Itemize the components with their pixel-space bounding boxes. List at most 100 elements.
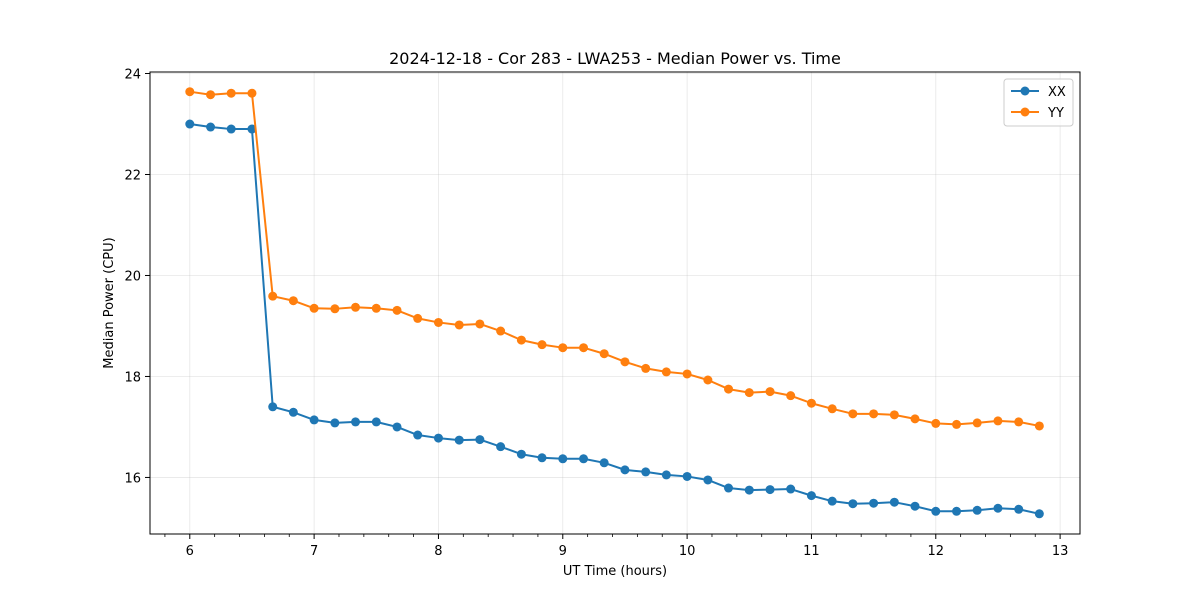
data-point-xx [641,467,651,477]
chart-title: 2024-12-18 - Cor 283 - LWA253 - Median P… [389,49,841,68]
data-point-yy [516,335,526,345]
data-point-yy [806,398,816,408]
x-tick-label: 11 [803,544,820,559]
legend-marker-yy [1020,107,1030,117]
data-point-xx [952,506,962,516]
y-tick-label: 18 [124,370,141,385]
data-point-xx [247,124,257,134]
data-point-yy [537,340,547,350]
data-point-xx [330,418,340,428]
data-point-yy [351,302,361,312]
data-point-yy [931,418,941,428]
data-point-xx [931,506,941,516]
data-point-xx [765,485,775,495]
data-point-xx [972,505,982,515]
data-point-yy [848,409,858,419]
axis-ticks: 6 7 8 9 10 11 12 13 16 18 20 22 24 [124,68,1068,559]
data-point-yy [952,419,962,429]
x-tick-label: 12 [928,544,945,559]
data-point-yy [827,404,837,414]
legend-label-yy: YY [1047,106,1064,121]
data-point-yy [869,409,879,419]
data-point-xx [475,435,485,445]
data-point-xx [413,430,423,440]
data-point-yy [475,319,485,329]
data-point-xx [185,119,195,129]
data-point-xx [206,122,216,132]
data-point-xx [433,433,443,443]
data-point-yy [910,414,920,424]
y-tick-label: 24 [124,68,141,83]
data-point-xx [744,485,754,495]
data-point-yy [599,349,609,359]
data-point-yy [309,303,319,313]
data-point-yy [579,343,589,353]
data-point-xx [226,124,236,134]
data-point-yy [889,410,899,420]
data-point-xx [496,442,506,452]
data-point-yy [765,387,775,397]
data-point-yy [454,320,464,330]
data-point-yy [330,304,340,314]
x-tick-label: 6 [186,544,194,559]
legend-marker-xx [1020,86,1030,96]
data-point-xx [786,484,796,494]
data-point-yy [268,291,278,301]
data-point-yy [972,418,982,428]
data-point-yy [496,326,506,336]
data-point-xx [351,417,361,427]
data-point-yy [247,88,257,98]
data-point-xx [724,483,734,493]
grid-lines [150,72,1080,534]
data-point-yy [993,416,1003,426]
data-point-yy [371,303,381,313]
plot-frame [149,71,1081,535]
data-point-yy [682,369,692,379]
data-point-yy [413,313,423,323]
data-point-yy [185,87,195,97]
series-layer [185,87,1044,519]
data-point-xx [869,498,879,508]
data-point-xx [288,407,298,417]
data-point-xx [889,497,899,507]
data-point-yy [620,357,630,367]
data-point-yy [206,90,216,100]
x-tick-label: 13 [1052,544,1069,559]
data-point-yy [661,367,671,377]
data-point-xx [682,471,692,481]
data-point-xx [454,435,464,445]
y-axis-label: Median Power (CPU) [102,237,117,368]
data-point-xx [1014,504,1024,514]
data-point-yy [724,384,734,394]
data-point-yy [641,363,651,373]
legend-label-xx: XX [1048,85,1066,100]
data-point-xx [806,491,816,501]
data-point-xx [371,417,381,427]
y-tick-label: 20 [124,269,141,284]
data-point-xx [910,501,920,511]
data-point-yy [703,375,713,385]
data-point-xx [827,496,837,506]
data-point-yy [392,305,402,315]
legend: XX YY [1003,78,1074,127]
data-point-xx [537,453,547,463]
data-point-xx [579,454,589,464]
data-point-xx [1034,509,1044,519]
y-tick-label: 22 [124,168,141,183]
x-tick-label: 8 [434,544,442,559]
data-point-yy [786,391,796,401]
data-point-xx [599,458,609,468]
data-point-yy [558,343,568,353]
data-point-xx [620,465,630,475]
data-point-yy [433,317,443,327]
data-point-yy [288,296,298,306]
x-tick-label: 9 [559,544,567,559]
data-point-yy [1014,417,1024,427]
x-axis-label: UT Time (hours) [563,564,667,579]
data-point-xx [309,415,319,425]
y-tick-label: 16 [124,471,141,486]
data-point-xx [848,499,858,509]
data-point-xx [703,475,713,485]
